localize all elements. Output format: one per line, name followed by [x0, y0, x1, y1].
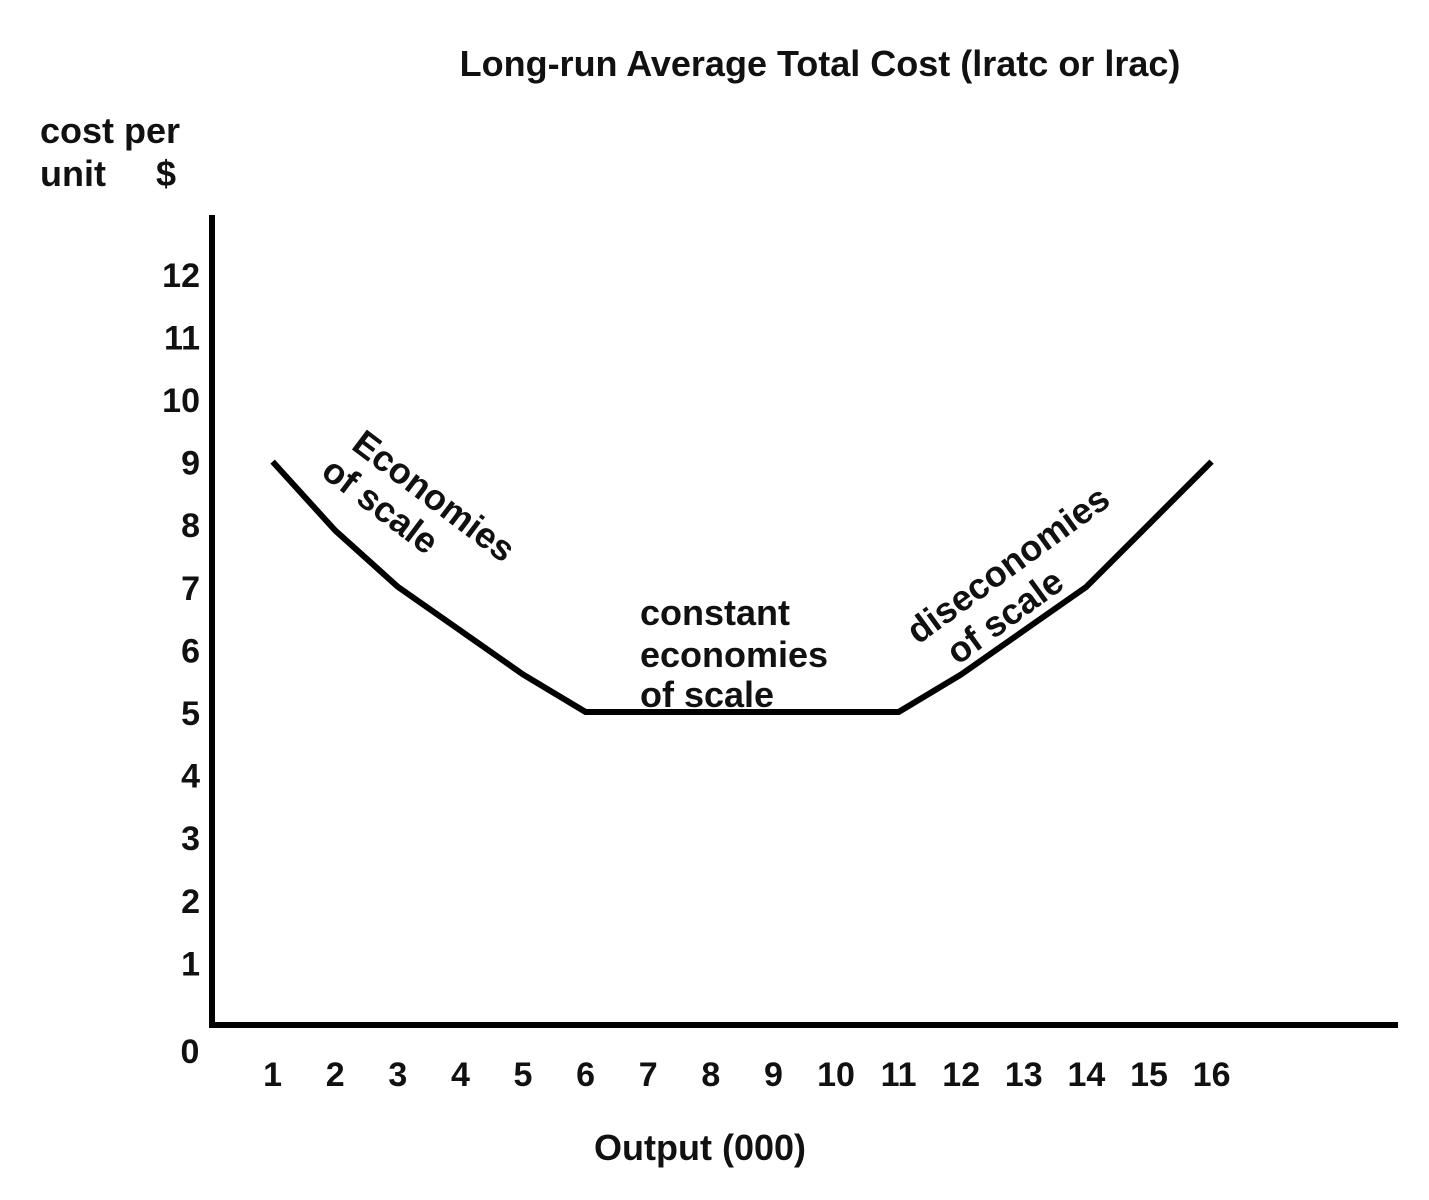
x-tick-label: 11 — [881, 1056, 917, 1094]
y-tick-label: 5 — [181, 695, 200, 733]
x-tick-label: 4 — [451, 1056, 470, 1094]
y-tick-label: 1 — [181, 945, 200, 983]
x-tick-label: 2 — [326, 1056, 345, 1094]
origin-label: 0 — [181, 1033, 200, 1071]
x-tick-label: 12 — [942, 1056, 980, 1094]
x-tick-label: 9 — [764, 1056, 783, 1094]
y-tick-label: 2 — [181, 883, 200, 921]
y-tick-label: 9 — [181, 445, 200, 483]
x-tick-label: 16 — [1193, 1056, 1231, 1094]
x-tick-label: 14 — [1067, 1056, 1105, 1094]
y-tick-label: 3 — [181, 820, 200, 858]
x-tick-label: 6 — [576, 1056, 595, 1094]
x-tick-label: 15 — [1130, 1056, 1168, 1094]
annotation-constant-line2: economies — [640, 634, 828, 675]
y-tick-label: 6 — [181, 632, 200, 670]
x-axis-label: Output (000) — [594, 1127, 806, 1168]
y-tick-label: 10 — [162, 382, 200, 420]
annotation-constant-line3: of scale — [640, 674, 774, 715]
y-tick-label: 12 — [162, 257, 200, 295]
y-axis-label-line1: cost per — [40, 110, 180, 151]
x-tick-label: 5 — [514, 1056, 533, 1094]
x-tick-label: 1 — [263, 1056, 282, 1094]
x-tick-label: 8 — [701, 1056, 720, 1094]
y-axis-label-line2: unit $ — [40, 153, 176, 194]
y-tick-label: 8 — [181, 507, 200, 545]
annotation-constant-line1: constant — [640, 592, 790, 633]
x-tick-label: 7 — [639, 1056, 658, 1094]
y-tick-label: 11 — [164, 319, 200, 357]
x-tick-label: 3 — [388, 1056, 407, 1094]
x-tick-label: 13 — [1005, 1056, 1043, 1094]
y-tick-label: 7 — [181, 570, 200, 608]
x-tick-label: 10 — [817, 1056, 855, 1094]
lrac-curve — [270, 459, 1214, 715]
y-tick-label: 4 — [181, 758, 200, 796]
chart-title: Long-run Average Total Cost (lratc or lr… — [460, 43, 1181, 84]
